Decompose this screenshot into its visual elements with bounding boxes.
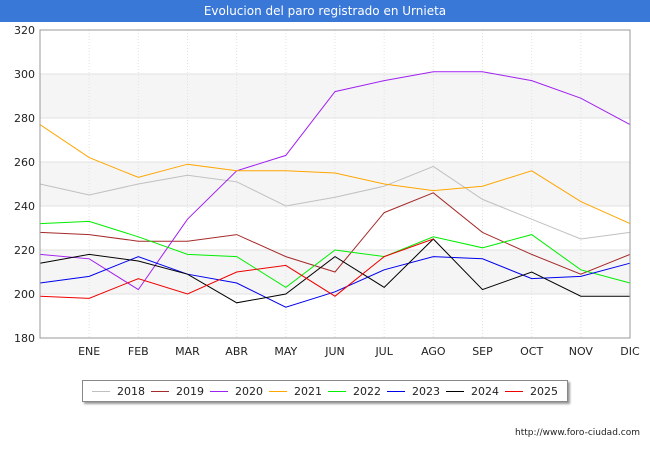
y-tick-label: 180: [14, 332, 35, 345]
series-line-2020: [39, 71, 631, 291]
y-tick-label: 300: [14, 68, 35, 81]
series-line-2023: [39, 256, 631, 308]
legend-item-2025: 2025: [505, 385, 558, 398]
series-line-2024: [39, 238, 630, 304]
plot-border: [39, 29, 631, 339]
legend-swatch: [505, 390, 523, 392]
legend-item-2020: 2020: [210, 385, 263, 398]
legend-item-2023: 2023: [387, 385, 440, 398]
series-line-2018: [39, 165, 631, 240]
y-tick-label: 220: [14, 244, 35, 257]
chart-legend: 2018 2019 2020 2021 2022 2023 2024 2025: [82, 380, 568, 402]
chart-series: [39, 71, 631, 308]
legend-label: 2023: [412, 384, 440, 398]
x-tick-label: MAY: [274, 345, 297, 358]
y-tick-label: 240: [14, 200, 35, 213]
series-line-2022: [39, 220, 631, 289]
x-tick-label: ENE: [78, 345, 100, 358]
legend-swatch: [269, 390, 287, 392]
legend-item-2021: 2021: [269, 385, 322, 398]
legend-label: 2020: [235, 384, 263, 398]
y-tick-label: 320: [14, 24, 35, 37]
footer-url: http://www.foro-ciudad.com: [515, 428, 640, 438]
legend-item-2024: 2024: [446, 385, 499, 398]
legend-swatch: [210, 390, 228, 392]
x-tick-label: NOV: [569, 345, 594, 358]
chart-title: Evolucion del paro registrado en Urnieta: [0, 0, 650, 22]
x-tick-label: OCT: [520, 345, 543, 358]
legend-swatch: [92, 390, 110, 392]
x-tick-label: JUL: [374, 345, 393, 358]
series-line-2021: [39, 124, 631, 225]
x-tick-label: SEP: [472, 345, 493, 358]
legend-label: 2025: [530, 384, 558, 398]
x-tick-label: DIC: [620, 345, 640, 358]
legend-swatch: [151, 390, 169, 392]
legend-swatch: [446, 390, 464, 392]
legend-label: 2022: [353, 384, 381, 398]
legend-label: 2018: [117, 384, 145, 398]
x-tick-label: FEB: [128, 345, 149, 358]
legend-label: 2021: [294, 384, 322, 398]
x-tick-label: JUN: [324, 345, 345, 358]
legend-item-2019: 2019: [151, 385, 204, 398]
legend-item-2022: 2022: [328, 385, 381, 398]
legend-swatch: [387, 390, 405, 392]
y-tick-label: 200: [14, 288, 35, 301]
legend-label: 2024: [471, 384, 499, 398]
x-tick-label: ABR: [225, 345, 248, 358]
y-tick-label: 260: [14, 156, 35, 169]
legend-item-2018: 2018: [92, 385, 145, 398]
series-line-2019: [39, 192, 631, 275]
legend-label: 2019: [176, 384, 204, 398]
chart-frame: [39, 29, 631, 339]
y-axis-ticks: 180 200 220 240 260 280 300 320: [14, 24, 35, 345]
legend-swatch: [328, 390, 346, 392]
x-axis-ticks: ENE FEB MAR ABR MAY JUN JUL AGO SEP OCT NOV DIC: [78, 345, 640, 358]
series-line-2025: [39, 238, 434, 299]
y-tick-label: 280: [14, 112, 35, 125]
x-tick-label: MAR: [175, 345, 200, 358]
x-tick-label: AGO: [421, 345, 446, 358]
